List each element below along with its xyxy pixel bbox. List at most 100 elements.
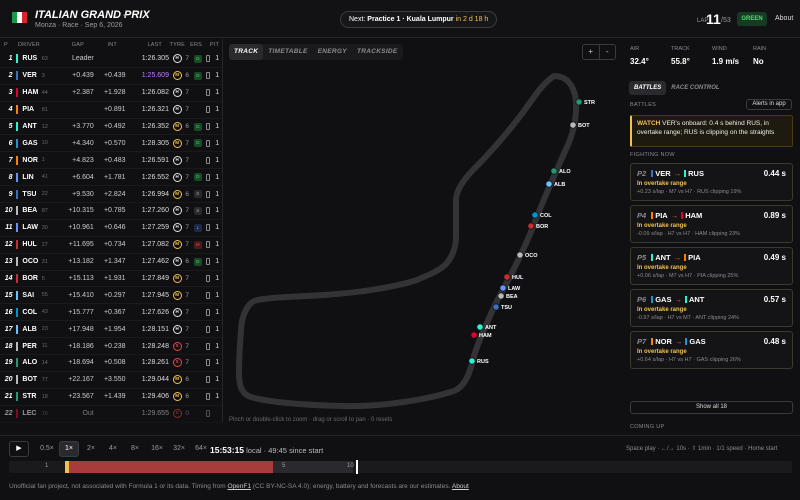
table-row[interactable]: 18 PER 11 +18.186 +0.238 1:28.248 S 7 1 bbox=[0, 338, 222, 356]
tab-timetable[interactable]: TIMETABLE bbox=[268, 48, 308, 55]
table-row[interactable]: 21 STR 18 +23.567 +1.439 1:29.406 M 6 1 bbox=[0, 389, 222, 406]
battle-card[interactable]: P2 VER → RUS 0.44 s In overtake range +0.23 s/… bbox=[630, 163, 793, 201]
table-row[interactable]: 7 NOR 1 +4.823 +0.483 1:26.591 H 7 1 bbox=[0, 152, 222, 170]
last-lap: 1:29.655 bbox=[141, 410, 169, 418]
car-marker[interactable] bbox=[550, 167, 558, 175]
tab-energy[interactable]: ENERGY bbox=[317, 48, 347, 55]
car-marker[interactable] bbox=[468, 357, 476, 365]
battle-card[interactable]: P4 PIA → HAM 0.89 s In overtake range -0.09 s/… bbox=[630, 205, 793, 243]
timeline-yellow-segment bbox=[65, 461, 70, 473]
next-session-pill[interactable]: Next: Practice 1 · Kuala Lumpur in 2 d 1… bbox=[340, 11, 498, 28]
table-row[interactable]: 6 GAS 10 +4.340 +0.570 1:28.305 M 7 D 1 bbox=[0, 135, 222, 153]
ers-icon: B bbox=[193, 190, 202, 199]
car-marker-label: OCO bbox=[525, 253, 538, 259]
car-marker[interactable] bbox=[470, 331, 478, 339]
speed-option[interactable]: 2× bbox=[87, 445, 95, 452]
speed-option[interactable]: 1× bbox=[59, 441, 79, 457]
speed-option[interactable]: 8× bbox=[131, 445, 139, 452]
team-color-bar bbox=[15, 290, 19, 300]
table-row[interactable]: 11 LAW 30 +10.961 +0.646 1:27.259 H 7 L 1 bbox=[0, 220, 222, 237]
openf1-link[interactable]: OpenF1 bbox=[227, 483, 251, 490]
battle-card[interactable]: P5 ANT → PIA 0.49 s In overtake range +0.06 s/… bbox=[630, 247, 793, 285]
footer: Unofficial fan project, not associated w… bbox=[9, 483, 469, 490]
car-marker[interactable] bbox=[503, 273, 511, 281]
table-row[interactable]: 17 ALB 23 +17.948 +1.954 1:28.151 H 7 1 bbox=[0, 321, 222, 339]
driver-code: ANT bbox=[22, 123, 37, 130]
team-color-bar bbox=[15, 375, 19, 385]
tab-track[interactable]: TRACK bbox=[229, 44, 264, 60]
speed-option[interactable]: 0.5× bbox=[40, 445, 54, 452]
speed-option[interactable]: 32× bbox=[173, 445, 185, 452]
watch-card[interactable]: WATCH VER's onboard: 0.4 s behind RUS, i… bbox=[630, 115, 793, 147]
car-marker[interactable] bbox=[497, 292, 505, 300]
team-color-bar bbox=[15, 71, 19, 81]
table-row[interactable]: 8 LIN 41 +6.604 +1.781 1:26.552 H 7 D 1 bbox=[0, 169, 222, 187]
coming-up-heading: COMING UP bbox=[630, 424, 665, 430]
track-map[interactable]: STR BOT ALO ALB COL BOR OCO HUL LAW BEA TSU ANT HAM R… bbox=[224, 39, 621, 422]
gap: Leader bbox=[71, 55, 94, 63]
car-marker[interactable] bbox=[527, 222, 535, 230]
zoom-in-button[interactable]: + bbox=[583, 45, 600, 59]
table-row[interactable]: 20 BOT 77 +22.167 +3.550 1:29.044 M 6 1 bbox=[0, 372, 222, 389]
interval: +1.954 bbox=[103, 325, 126, 333]
tab-battles[interactable]: BATTLES bbox=[629, 81, 667, 95]
header: ITALIAN GRAND PRIX Monza · Race · Sep 6,… bbox=[0, 0, 800, 38]
play-button[interactable]: ▶ bbox=[9, 441, 29, 457]
car-marker[interactable] bbox=[476, 323, 484, 331]
pit-count: 1 bbox=[215, 156, 220, 164]
table-row[interactable]: 2 VER 3 +0.439 +0.439 1:25.609 M 6 D 1 bbox=[0, 68, 222, 85]
battery-icon bbox=[205, 308, 210, 316]
position: 21 bbox=[4, 393, 13, 401]
table-row[interactable]: 13 OCO 31 +13.182 +1.347 1:27.462 H 6 D 1 bbox=[0, 254, 222, 271]
zoom-out-button[interactable]: - bbox=[605, 47, 609, 56]
interval: +0.646 bbox=[103, 224, 126, 232]
battle-card[interactable]: P6 GAS → ANT 0.57 s In overtake range -0.97 s/… bbox=[630, 289, 793, 327]
table-row[interactable]: 3 HAM 44 +2.387 +1.928 1:26.082 H 7 1 bbox=[0, 85, 222, 102]
interval: +0.891 bbox=[103, 106, 126, 114]
battle-card[interactable]: P7 NOR → GAS 0.48 s In overtake range +0.64 s/… bbox=[630, 331, 793, 369]
car-marker[interactable] bbox=[531, 211, 539, 219]
table-row[interactable]: 9 TSU 22 +9.530 +2.824 1:26.994 M 6 B 1 bbox=[0, 186, 222, 204]
table-row[interactable]: 19 ALO 14 +18.694 +0.508 1:28.261 S 7 1 bbox=[0, 355, 222, 372]
alerts-button[interactable]: Alerts in app bbox=[746, 99, 792, 110]
show-all-button[interactable]: Show all 18 bbox=[630, 401, 793, 414]
position: 6 bbox=[8, 139, 13, 147]
battle-state: In overtake range bbox=[637, 265, 687, 271]
speed-option[interactable]: 4× bbox=[109, 445, 117, 452]
car-marker[interactable] bbox=[516, 251, 524, 259]
speed-option[interactable]: 64× bbox=[195, 445, 207, 452]
table-row[interactable]: 14 BOR 5 +15.113 +1.931 1:27.849 M 7 1 bbox=[0, 271, 222, 288]
speed-option[interactable]: 16× bbox=[151, 445, 163, 452]
table-row[interactable]: 12 HUL 27 +11.695 +0.734 1:27.082 M 7 H 1 bbox=[0, 237, 222, 254]
about-link[interactable]: About bbox=[775, 15, 794, 22]
team-color-bar bbox=[681, 211, 684, 219]
timeline-scrubber[interactable]: 1 5 10 bbox=[9, 460, 792, 474]
battery-icon bbox=[205, 376, 210, 384]
car-marker[interactable] bbox=[492, 303, 500, 311]
car-marker[interactable] bbox=[499, 284, 507, 292]
last-lap: 1:28.261 bbox=[141, 359, 169, 367]
table-row[interactable]: 15 SAI 55 +15.410 +0.297 1:27.945 M 7 1 bbox=[0, 287, 222, 305]
table-row[interactable]: 5 ANT 12 +3.770 +0.492 1:26.352 M 6 D 1 bbox=[0, 119, 222, 136]
table-row[interactable]: 22 LEC 16 Out 1:29.655 S 0 bbox=[0, 406, 222, 423]
driver-number: 16 bbox=[41, 410, 48, 417]
car-marker[interactable] bbox=[545, 180, 553, 188]
event-title[interactable]: ITALIAN GRAND PRIX bbox=[35, 9, 150, 21]
car-marker[interactable] bbox=[569, 121, 577, 129]
table-row[interactable]: 4 PIA 81 +0.891 1:26.321 H 7 1 bbox=[0, 102, 222, 119]
team-color-bar bbox=[15, 341, 19, 351]
tyre-age: 7 bbox=[185, 224, 189, 232]
table-row[interactable]: 16 COL 43 +15.777 +0.367 1:27.626 H 7 1 bbox=[0, 304, 222, 322]
driver-number: 23 bbox=[41, 326, 48, 333]
ers-icon: D bbox=[193, 139, 202, 148]
table-row[interactable]: 1 RUS 63 Leader 1:26.305 H 7 D 1 bbox=[0, 51, 222, 68]
car-marker[interactable] bbox=[575, 98, 583, 106]
last-lap: 1:28.248 bbox=[141, 342, 169, 350]
chevron-down-icon[interactable]: ▼ bbox=[122, 14, 128, 20]
table-row[interactable]: 10 BEA 87 +10.315 +0.785 1:27.260 H 7 B 1 bbox=[0, 203, 222, 220]
tab-race-control[interactable]: RACE CONTROL bbox=[671, 85, 720, 91]
footer-about-link[interactable]: About bbox=[451, 483, 469, 490]
tab-trackside[interactable]: TRACKSIDE bbox=[356, 48, 398, 55]
rain-label: RAIN bbox=[753, 46, 767, 52]
timeline-playhead[interactable] bbox=[356, 460, 358, 474]
